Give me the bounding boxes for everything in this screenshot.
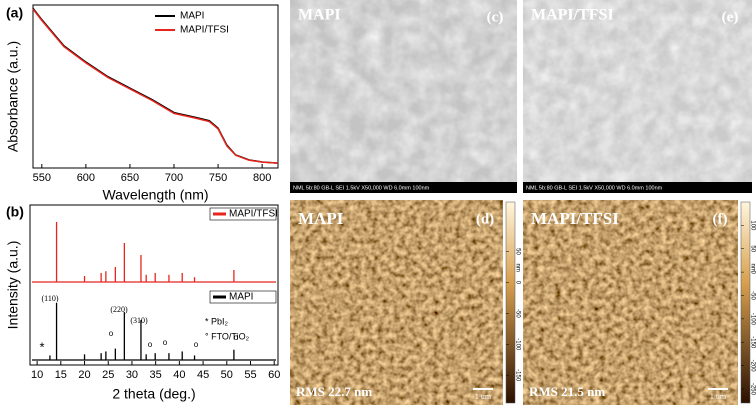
legend-label: MAPI <box>180 11 204 22</box>
colorbar-tick-label: -100 <box>749 313 755 326</box>
legend-box <box>209 290 277 304</box>
colorbar-tick-label: 100 <box>749 220 755 231</box>
colorbar-tick-label: -50 <box>514 309 520 318</box>
x-tick-label: 15 <box>55 369 67 381</box>
sem-image <box>523 0 752 193</box>
annotation: o <box>148 340 153 349</box>
colorbar-unit: nm <box>749 263 755 271</box>
legend-box <box>209 207 277 221</box>
panel-label: (c) <box>487 9 504 25</box>
annotation: * PbI₂ <box>205 316 229 326</box>
x-tick-label: 55 <box>244 369 256 381</box>
annotation: o <box>234 333 239 342</box>
colorbar-tick-label: 50 <box>514 248 520 255</box>
x-tick-label: 750 <box>209 172 227 184</box>
colorbar <box>740 201 751 404</box>
x-tick-label: 25 <box>102 369 114 381</box>
x-tick-label: 60 <box>268 369 280 381</box>
x-tick-label: 10 <box>31 369 43 381</box>
image-label: MAPI <box>298 7 341 24</box>
x-tick-label: 40 <box>173 369 185 381</box>
colorbar-tick-label: -100 <box>514 338 520 351</box>
rms-label: RMS 22.7 nm <box>296 384 372 399</box>
legend-label: MAPI/TFSI <box>229 209 278 220</box>
x-tick-label: 800 <box>253 172 271 184</box>
annotation: (310) <box>130 316 148 325</box>
annotation: (110) <box>41 294 58 303</box>
x-axis-label: Wavelength (nm) <box>102 187 208 203</box>
colorbar-tick-label: 50 <box>749 245 755 252</box>
plot-frame <box>32 4 279 169</box>
sem-image <box>290 0 517 193</box>
panel-label: (a) <box>6 5 23 21</box>
scale-label: 1 um <box>710 392 727 401</box>
colorbar-tick-label: -150 <box>514 369 520 382</box>
afm-image <box>523 200 738 405</box>
image-label: MAPI/TFSI <box>531 7 614 24</box>
y-axis-label: Absorbance (a.u.) <box>5 41 21 152</box>
afm-image <box>290 200 503 405</box>
x-tick-label: 650 <box>121 172 139 184</box>
y-axis-label: Intensity (a.u.) <box>5 241 21 330</box>
image-label: MAPI/TFSI <box>531 209 619 228</box>
legend-label: MAPI/TFSI <box>180 25 229 36</box>
x-tick-label: 45 <box>197 369 209 381</box>
x-tick-label: 550 <box>33 172 51 184</box>
colorbar-tick-label: -50 <box>749 291 755 300</box>
colorbar-tick-label: -200 <box>749 360 755 373</box>
panel-label: (d) <box>476 211 494 227</box>
rms-label: RMS 21.5 nm <box>529 384 605 399</box>
colorbar-unit: nm <box>514 263 520 271</box>
annotation: * <box>39 339 44 354</box>
info-text: NML 5b:80 GB-L SEI 1.5kV X50,000 WD 6.0m… <box>293 185 430 191</box>
scale-label: 1 um <box>475 392 492 401</box>
annotation: o <box>194 340 199 349</box>
colorbar <box>505 201 516 404</box>
panel-label: (b) <box>6 204 24 220</box>
colorbar-tick-label: -150 <box>749 336 755 349</box>
plot-frame <box>29 204 279 366</box>
annotation: (220) <box>110 305 128 314</box>
legend-label: MAPI <box>229 292 253 303</box>
panel-label: (e) <box>722 9 739 25</box>
info-bar <box>523 182 752 193</box>
colorbar-tick-label: 0 <box>749 270 755 274</box>
x-tick-label: 600 <box>77 172 95 184</box>
annotation: ° FTO/TiO₂ <box>205 331 250 341</box>
info-text: NML 5b:80 GB-L SEI 1.5kV X50,000 WD 6.0m… <box>526 185 663 191</box>
line-series <box>32 8 279 164</box>
panel-label: (f) <box>713 211 728 227</box>
x-axis-label: 2 theta (deg.) <box>112 386 195 402</box>
x-tick-label: 30 <box>126 369 138 381</box>
x-tick-label: 50 <box>221 369 233 381</box>
line-series <box>32 7 279 164</box>
info-bar <box>290 182 517 193</box>
x-tick-label: 700 <box>165 172 183 184</box>
colorbar-tick-label: 0 <box>514 281 520 285</box>
annotation: o <box>109 329 114 338</box>
colorbar-tick-label: -250 <box>749 383 755 396</box>
annotation: o <box>163 338 168 347</box>
image-label: MAPI <box>298 209 344 228</box>
x-tick-label: 20 <box>78 369 90 381</box>
x-tick-label: 35 <box>150 369 162 381</box>
